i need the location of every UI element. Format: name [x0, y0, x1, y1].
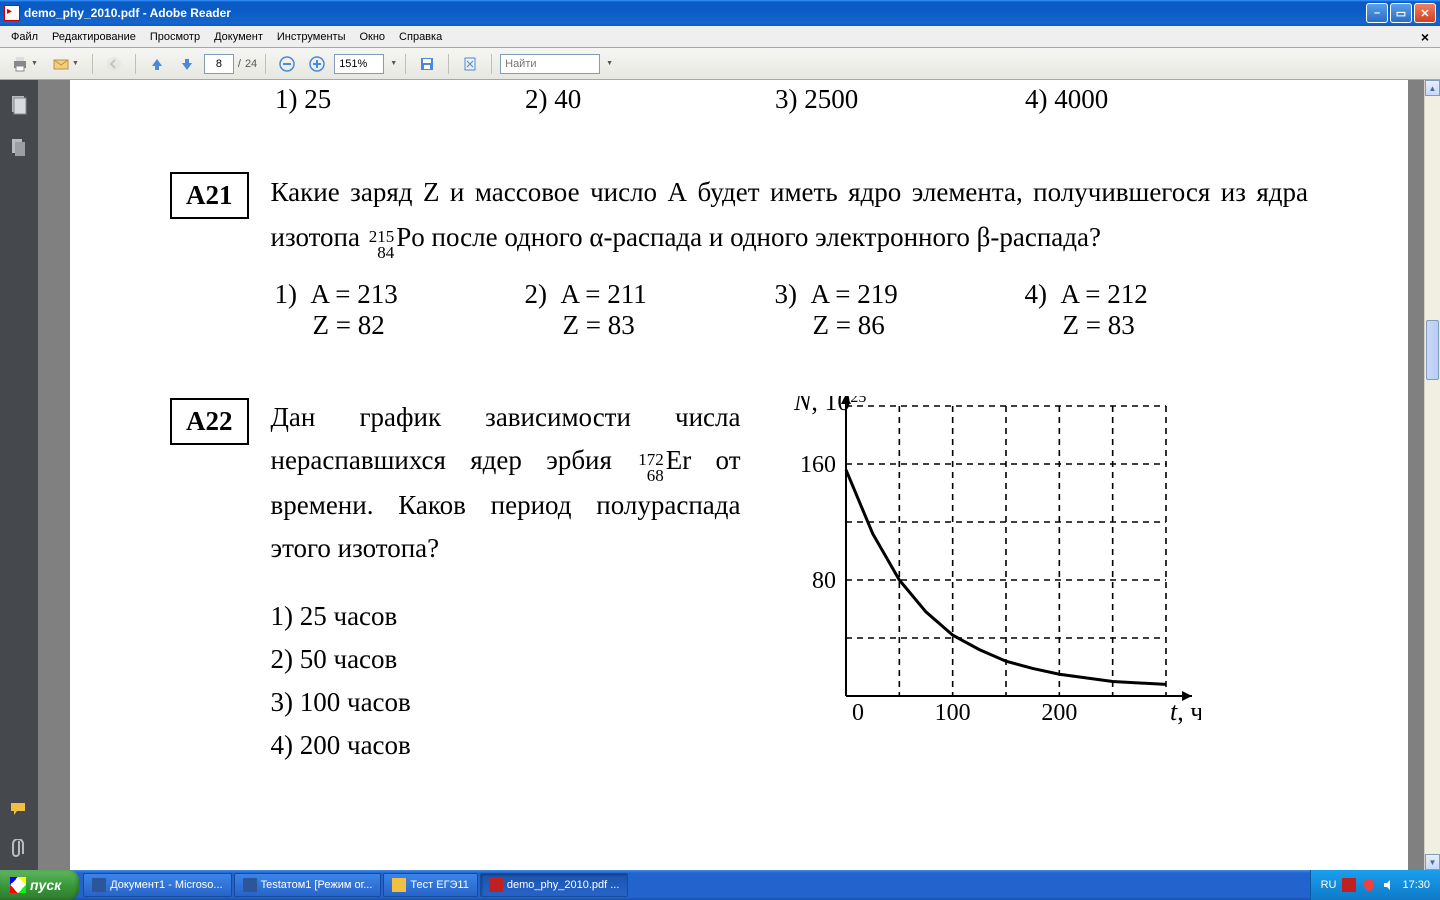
menu-tools[interactable]: Инструменты [270, 28, 353, 46]
system-tray[interactable]: RU 17:30 [1310, 870, 1440, 900]
q-text-a22: Дан график зависимости числа нераспавших… [271, 396, 741, 571]
sidebar [0, 80, 38, 870]
svg-text:N, 1025: N, 1025 [793, 396, 866, 416]
prev-opt-1: 1) 25 [275, 84, 525, 115]
scroll-up-button[interactable]: ▲ [1425, 80, 1440, 96]
menu-bar: Файл Редактирование Просмотр Документ Ин… [0, 26, 1440, 48]
menu-document[interactable]: Документ [207, 28, 270, 46]
tray-shield-icon[interactable] [1362, 878, 1376, 892]
zoom-out-button[interactable] [274, 52, 300, 76]
pages-stack-icon [10, 137, 28, 157]
save-button[interactable] [414, 52, 440, 76]
menu-help[interactable]: Справка [392, 28, 449, 46]
zoom-input[interactable] [334, 54, 384, 74]
attach-panel-button[interactable] [8, 838, 30, 860]
windows-flag-icon [10, 877, 26, 893]
svg-text:200: 200 [1041, 700, 1077, 726]
window-titlebar: demo_phy_2010.pdf - Adobe Reader – ▭ ✕ [0, 0, 1440, 26]
page-up-button[interactable] [144, 52, 170, 76]
email-button[interactable]: ▼ [47, 52, 84, 76]
page-thumb-icon [10, 95, 28, 115]
maximize-button[interactable]: ▭ [1390, 3, 1412, 23]
search-dropdown-icon[interactable]: ▼ [606, 60, 613, 67]
document-close-icon[interactable]: × [1414, 26, 1436, 48]
prev-opt-3: 3) 2500 [775, 84, 1025, 115]
a22-options: 1) 25 часов 2) 50 часов 3) 100 часов 4) … [271, 595, 741, 768]
search-input[interactable] [500, 54, 600, 74]
page-total: 24 [245, 58, 257, 70]
envelope-icon [52, 55, 70, 73]
question-a21: А21 Какие заряд Z и массовое число А буд… [170, 170, 1308, 341]
nav-back-button[interactable] [101, 52, 127, 76]
print-button[interactable]: ▼ [6, 52, 43, 76]
zoom-dropdown-icon[interactable]: ▼ [390, 60, 397, 67]
fit-page-icon [462, 56, 478, 72]
start-button[interactable]: пуск [0, 870, 79, 900]
taskbar-item[interactable]: Документ1 - Microso... [83, 873, 231, 897]
arrow-up-icon [149, 56, 165, 72]
printer-icon [11, 55, 29, 73]
page-number-input[interactable] [204, 54, 234, 74]
floppy-icon [419, 56, 435, 72]
prev-opt-4: 4) 4000 [1025, 84, 1275, 115]
vertical-scrollbar[interactable]: ▲ ▼ [1424, 80, 1440, 870]
a21-options: 1) A = 213 Z = 82 2) A = 211 Z = 83 3) A… [271, 279, 1309, 341]
prev-opt-2: 2) 40 [525, 84, 775, 115]
tray-pdf-icon[interactable] [1342, 878, 1356, 892]
menu-file[interactable]: Файл [4, 28, 45, 46]
plus-circle-icon [309, 56, 325, 72]
menu-view[interactable]: Просмотр [143, 28, 207, 46]
taskbar-item[interactable]: Testатом1 [Режим ог... [234, 873, 382, 897]
document-viewport[interactable]: 1) 25 2) 40 3) 2500 4) 4000 А21 Какие за… [38, 80, 1440, 870]
fit-button[interactable] [457, 52, 483, 76]
tray-lang[interactable]: RU [1321, 879, 1337, 891]
page-back-icon [106, 56, 122, 72]
attachments-panel-button[interactable] [8, 136, 30, 158]
q-text-a21: Какие заряд Z и массовое число А будет и… [271, 170, 1309, 261]
page-sep: / [238, 58, 241, 70]
menu-window[interactable]: Окно [352, 28, 392, 46]
minus-circle-icon [279, 56, 295, 72]
scroll-down-button[interactable]: ▼ [1425, 854, 1440, 870]
tray-volume-icon[interactable] [1382, 878, 1396, 892]
taskbar-item[interactable]: Тест ЕГЭ11 [383, 873, 477, 897]
tray-clock[interactable]: 17:30 [1402, 879, 1430, 891]
svg-text:160: 160 [800, 452, 836, 478]
svg-text:80: 80 [812, 568, 836, 594]
pdf-page: 1) 25 2) 40 3) 2500 4) 4000 А21 Какие за… [70, 80, 1408, 870]
window-title: demo_phy_2010.pdf - Adobe Reader [24, 6, 1366, 20]
svg-text:t, час: t, час [1170, 697, 1201, 726]
question-a22: А22 Дан график зависимости числа нераспа… [170, 396, 1308, 768]
page-down-button[interactable] [174, 52, 200, 76]
taskbar-item[interactable]: demo_phy_2010.pdf ... [480, 873, 629, 897]
taskbar: пуск Документ1 - Microso...Testатом1 [Ре… [0, 870, 1440, 900]
pages-panel-button[interactable] [8, 94, 30, 116]
comments-panel-button[interactable] [8, 798, 30, 820]
svg-text:0: 0 [852, 700, 864, 726]
minimize-button[interactable]: – [1366, 3, 1388, 23]
paperclip-icon [12, 839, 26, 859]
menu-edit[interactable]: Редактирование [45, 28, 143, 46]
arrow-down-icon [179, 56, 195, 72]
speech-bubble-icon [9, 801, 29, 817]
close-button[interactable]: ✕ [1414, 3, 1436, 23]
zoom-in-button[interactable] [304, 52, 330, 76]
toolbar: ▼ ▼ / 24 ▼ ▼ [0, 48, 1440, 80]
q-label-a22: А22 [170, 398, 249, 445]
scroll-thumb[interactable] [1426, 320, 1439, 380]
q-label-a21: А21 [170, 172, 249, 219]
decay-chart: 100 200 80 160 0 N, 1025 t, час [771, 396, 1201, 733]
svg-text:100: 100 [934, 700, 970, 726]
chart-svg: 100 200 80 160 0 N, 1025 t, час [771, 396, 1201, 726]
pdf-icon [4, 5, 20, 21]
